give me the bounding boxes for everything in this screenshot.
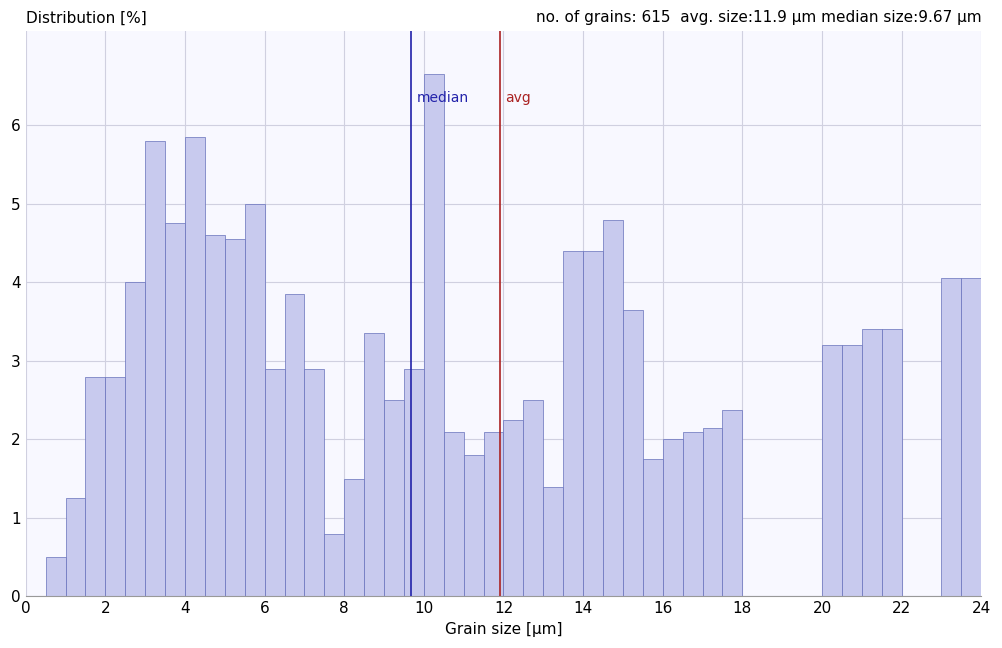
- Bar: [842, 345, 862, 596]
- Bar: [265, 369, 285, 596]
- Bar: [563, 251, 583, 596]
- Bar: [942, 279, 961, 596]
- Bar: [424, 75, 444, 596]
- Bar: [404, 369, 424, 596]
- Bar: [523, 400, 543, 596]
- Bar: [543, 487, 563, 596]
- Bar: [345, 479, 364, 596]
- Bar: [484, 432, 503, 596]
- Text: median: median: [417, 91, 469, 104]
- Bar: [822, 345, 842, 596]
- Bar: [145, 141, 165, 596]
- Bar: [244, 204, 265, 596]
- Bar: [165, 224, 185, 596]
- Text: no. of grains: 615  avg. size:11.9 μm median size:9.67 μm: no. of grains: 615 avg. size:11.9 μm med…: [536, 10, 981, 25]
- Bar: [722, 410, 742, 596]
- Bar: [862, 329, 882, 596]
- Bar: [603, 220, 623, 596]
- Bar: [325, 534, 345, 596]
- Bar: [643, 459, 662, 596]
- Bar: [682, 432, 702, 596]
- Text: Distribution [%]: Distribution [%]: [26, 10, 146, 25]
- Bar: [125, 283, 145, 596]
- Bar: [961, 279, 981, 596]
- Bar: [65, 498, 85, 596]
- Bar: [204, 235, 224, 596]
- Bar: [444, 432, 464, 596]
- Bar: [285, 294, 305, 596]
- X-axis label: Grain size [μm]: Grain size [μm]: [445, 622, 562, 637]
- Text: avg: avg: [505, 91, 531, 104]
- Bar: [384, 400, 404, 596]
- Bar: [105, 376, 125, 596]
- Bar: [882, 329, 902, 596]
- Bar: [305, 369, 325, 596]
- Bar: [464, 455, 484, 596]
- Bar: [583, 251, 603, 596]
- Bar: [503, 420, 523, 596]
- Bar: [364, 334, 384, 596]
- Bar: [702, 428, 722, 596]
- Bar: [662, 439, 682, 596]
- Bar: [46, 557, 65, 596]
- Bar: [85, 376, 105, 596]
- Bar: [623, 310, 643, 596]
- Bar: [224, 239, 244, 596]
- Bar: [185, 137, 204, 596]
